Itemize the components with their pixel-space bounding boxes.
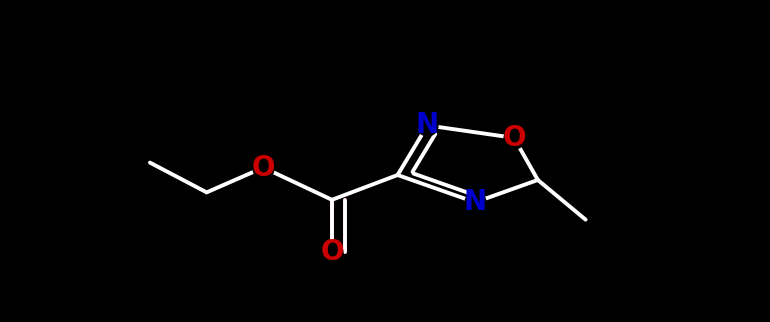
Text: O: O (252, 154, 275, 182)
Text: N: N (416, 111, 439, 139)
Text: O: O (502, 124, 526, 152)
Text: O: O (320, 238, 343, 266)
Text: N: N (464, 188, 487, 216)
